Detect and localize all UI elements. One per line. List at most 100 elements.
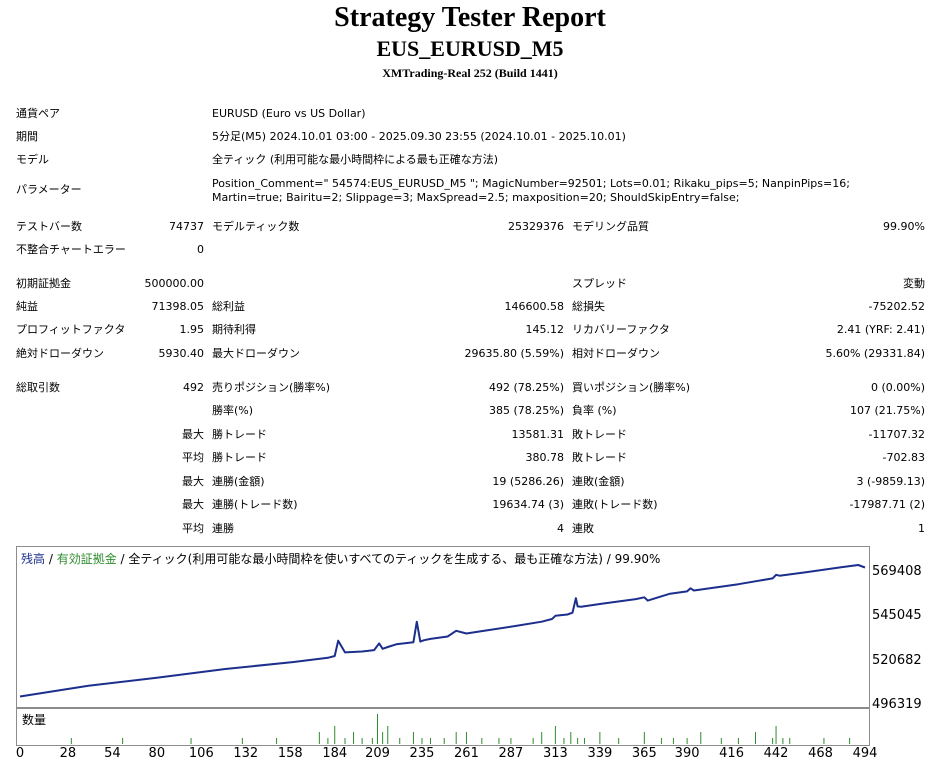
avgconswin-label: 連勝: [212, 522, 234, 535]
netprofit-label: 純益: [16, 300, 38, 313]
loss-label: 負率 (%): [572, 404, 617, 417]
report-title: Strategy Tester Report: [334, 2, 606, 33]
consloss-amt-value: 3 (-9859.13): [856, 475, 925, 488]
max-prefix-3: 最大: [182, 498, 204, 511]
x-tick-label: 494: [852, 746, 878, 761]
legend-equity: 有効証拠金: [56, 552, 117, 566]
pair-value: EURUSD (Euro vs US Dollar): [212, 107, 366, 120]
long-label: 買いポジション(勝率%): [572, 381, 691, 394]
avgconswin-value: 4: [557, 522, 564, 535]
model-value: 全ティック (利用可能な最小時間枠による最も正確な方法): [212, 153, 499, 166]
conswin-amt-value: 19 (5286.26): [492, 475, 564, 488]
maxwin-label: 勝トレード: [212, 428, 267, 441]
quality-label: モデリング品質: [572, 220, 649, 233]
avgloss-label: 敗トレード: [572, 451, 627, 464]
win-value: 385 (78.25%): [488, 404, 564, 417]
x-tick-label: 261: [454, 746, 479, 761]
bars-label: テストバー数: [16, 220, 82, 233]
maxloss-value: -11707.32: [868, 428, 925, 441]
x-tick-label: 158: [277, 746, 303, 761]
netprofit-value: 71398.05: [151, 300, 205, 313]
legend-model: / 全ティック(利用可能な最小時間枠を使いすべてのティックを生成する、最も正確な…: [116, 552, 661, 566]
recovery-value: 2.41 (YRF: 2.41): [836, 323, 925, 336]
volume-chart-plot: [70, 714, 851, 744]
conswin-cnt-label: 連勝(トレード数): [212, 498, 298, 511]
x-tick-label: 0: [15, 746, 25, 761]
pf-label: プロフィットファクタ: [16, 323, 126, 336]
avgloss-value: -702.83: [882, 451, 925, 464]
x-tick-label: 28: [59, 746, 77, 761]
x-tick-label: 209: [365, 746, 390, 761]
x-tick-label: 468: [808, 746, 833, 761]
x-tick-label: 80: [148, 746, 166, 761]
x-tick-label: 235: [409, 746, 435, 761]
long-value: 0 (0.00%): [870, 381, 925, 394]
volume-chart: 数量: [16, 708, 870, 746]
x-tick-label: 365: [631, 746, 657, 761]
max-prefix-1: 最大: [182, 428, 204, 441]
maxdd-label: 最大ドローダウン: [212, 347, 300, 360]
absdd-label: 絶対ドローダウン: [16, 347, 104, 360]
reldd-value: 5.60% (29331.84): [825, 347, 925, 360]
model-label: モデル: [16, 153, 49, 166]
x-tick-label: 54: [104, 746, 121, 761]
params-value: Position_Comment=" 54574:EUS_EURUSD_M5 "…: [212, 177, 850, 204]
legend-separator: /: [45, 552, 57, 566]
bars-value: 74737: [169, 220, 204, 233]
x-tick-label: 390: [674, 746, 700, 761]
consloss-amt-label: 連敗(金額): [572, 475, 625, 488]
x-tick-label: 184: [322, 746, 348, 761]
loss-value: 107 (21.75%): [849, 404, 925, 417]
x-tick-label: 442: [763, 746, 789, 761]
x-tick-label: 313: [542, 746, 568, 761]
report-server: XMTrading-Real 252 (Build 1441): [382, 66, 558, 80]
absdd-value: 5930.40: [158, 347, 205, 360]
expected-value: 145.12: [525, 323, 565, 336]
volume-label: 数量: [22, 713, 47, 727]
reldd-label: 相対ドローダウン: [572, 347, 660, 360]
quality-value: 99.90%: [883, 220, 925, 233]
period-label: 期間: [16, 130, 38, 143]
deposit-value: 500000.00: [144, 277, 205, 290]
avg-prefix-1: 平均: [182, 451, 204, 464]
x-tick-label: 106: [188, 746, 214, 761]
x-tick-label: 287: [498, 746, 524, 761]
grossloss-value: -75202.52: [868, 300, 925, 313]
expected-label: 期待利得: [212, 323, 256, 336]
avgwin-label: 勝トレード: [212, 451, 267, 464]
short-value: 492 (78.25%): [488, 381, 564, 394]
mismatch-label: 不整合チャートエラー: [16, 243, 126, 256]
maxloss-label: 敗トレード: [572, 428, 627, 441]
spread-label: スプレッド: [572, 277, 627, 290]
avg-prefix-2: 平均: [182, 522, 204, 535]
recovery-label: リカバリーファクタ: [572, 323, 670, 336]
y-tick-label: 569408: [872, 564, 922, 579]
consloss-cnt-value: -17987.71 (2): [849, 498, 925, 511]
ticks-value: 25329376: [508, 220, 564, 233]
balance-chart: 残高 / 有効証拠金 / 全ティック(利用可能な最小時間枠を使いすべてのティック…: [16, 546, 870, 708]
pf-value: 1.95: [179, 323, 205, 336]
y-tick-label: 520682: [872, 653, 922, 668]
x-tick-label: 416: [719, 746, 744, 761]
y-tick-label: 496319: [872, 697, 922, 712]
deposit-label: 初期証拠金: [16, 277, 71, 290]
grossprofit-value: 146600.58: [504, 300, 565, 313]
period-value: 5分足(M5) 2024.10.01 03:00 - 2025.09.30 23…: [212, 130, 626, 143]
win-label: 勝率(%): [212, 404, 254, 417]
grossprofit-label: 総利益: [212, 300, 245, 313]
x-tick-label: 132: [233, 746, 259, 761]
avgwin-value: 380.78: [525, 451, 565, 464]
trades-label: 総取引数: [16, 381, 60, 394]
legend-balance: 残高: [21, 552, 46, 566]
max-prefix-2: 最大: [182, 475, 204, 488]
grossloss-label: 総損失: [572, 300, 605, 313]
chart-legend: 残高 / 有効証拠金 / 全ティック(利用可能な最小時間枠を使いすべてのティック…: [21, 551, 660, 567]
balance-chart-plot: [19, 564, 866, 698]
pair-label: 通貨ペア: [16, 107, 60, 120]
avgconsloss-value: 1: [918, 522, 925, 535]
maxwin-value: 13581.31: [511, 428, 565, 441]
report-symbol: EUS_EURUSD_M5: [376, 36, 564, 61]
maxdd-value: 29635.80 (5.59%): [464, 347, 564, 360]
mismatch-value: 0: [197, 243, 204, 256]
x-tick-label: 339: [587, 746, 613, 761]
